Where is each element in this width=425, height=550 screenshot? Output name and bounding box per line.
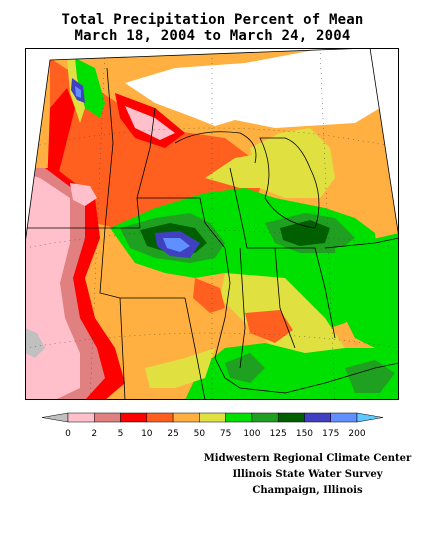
state-boundaries <box>25 67 399 400</box>
legend-tick-label: 175 <box>322 429 339 439</box>
ohio-green-band <box>335 233 399 348</box>
color-legend: 0 2 5 10 25 50 75 100 125 150 175 200 <box>41 412 384 439</box>
credit-line-2: Illinois State Water Survey <box>232 469 383 480</box>
iowa-lightblue-core <box>163 238 190 252</box>
precipitation-map <box>25 48 399 400</box>
west-gray-spot <box>25 328 45 358</box>
legend-tick-label: 25 <box>167 429 178 439</box>
legend-swatch-high <box>356 412 384 423</box>
legend-swatch <box>304 412 331 423</box>
legend-swatch <box>120 412 148 423</box>
legend-tick-label: 200 <box>348 429 365 439</box>
map-title: Total Precipitation Percent of Mean <box>61 12 364 28</box>
legend-swatch <box>251 412 279 423</box>
indiana-orange-spot <box>245 310 293 343</box>
legend-tick-label: 125 <box>270 429 287 439</box>
legend-tick-label: 2 <box>91 429 97 439</box>
legend-swatch <box>225 412 253 423</box>
credit-line-1: Midwestern Regional Climate Center <box>203 453 412 464</box>
south-darkgreen-spot <box>225 353 265 383</box>
legend-swatch <box>277 412 305 423</box>
legend-tick-label: 100 <box>243 429 260 439</box>
legend-tick-label: 10 <box>141 429 153 439</box>
south-yellow-strip <box>145 348 215 388</box>
legend-tick-label: 50 <box>194 429 206 439</box>
northwest-lightblue-spot <box>75 86 81 98</box>
legend-swatch <box>172 412 200 423</box>
legend-tick-label: 75 <box>220 429 231 439</box>
legend-swatch <box>67 412 95 423</box>
minnesota-green-strip <box>75 58 105 118</box>
southeast-green-spot <box>345 360 395 393</box>
map-date-range: March 18, 2004 to March 24, 2004 <box>74 28 351 44</box>
east-deepgreen <box>280 220 330 246</box>
legend-swatch-low <box>41 412 69 423</box>
west-pink-spot <box>70 183 97 206</box>
legend-swatches <box>41 412 384 423</box>
south-green-region <box>185 343 399 400</box>
legend-swatch <box>146 412 174 423</box>
credit-line-3: Champaign, Illinois <box>252 485 363 496</box>
legend-swatch <box>199 412 226 423</box>
map-box-border <box>25 48 399 400</box>
upper-peninsula-pink <box>125 106 175 140</box>
lake-superior-nodata <box>125 48 380 128</box>
michigan-yellow <box>250 128 335 198</box>
legend-tick-label: 0 <box>65 429 71 439</box>
northwest-red-strip <box>47 88 75 188</box>
legend-tick-label: 150 <box>296 429 313 439</box>
lat-lon-grid <box>25 48 399 400</box>
legend-labels: 0 2 5 10 25 50 75 100 125 150 175 200 <box>65 429 366 439</box>
legend-swatch <box>330 412 358 423</box>
legend-swatch <box>94 412 121 423</box>
legend-tick-label: 5 <box>118 429 124 439</box>
missouri-orange-spot <box>193 278 225 313</box>
